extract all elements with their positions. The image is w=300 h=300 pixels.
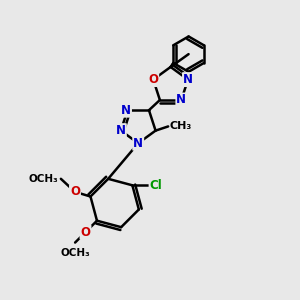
- Text: O: O: [80, 226, 91, 238]
- Text: N: N: [116, 124, 126, 137]
- Text: OCH₃: OCH₃: [60, 248, 90, 258]
- Text: N: N: [183, 73, 193, 86]
- Text: OCH₃: OCH₃: [28, 174, 58, 184]
- Text: CH₃: CH₃: [169, 122, 192, 131]
- Text: O: O: [70, 185, 80, 198]
- Text: Cl: Cl: [149, 179, 162, 192]
- Text: N: N: [121, 104, 131, 117]
- Text: O: O: [148, 73, 158, 86]
- Text: N: N: [176, 94, 186, 106]
- Text: N: N: [133, 137, 143, 150]
